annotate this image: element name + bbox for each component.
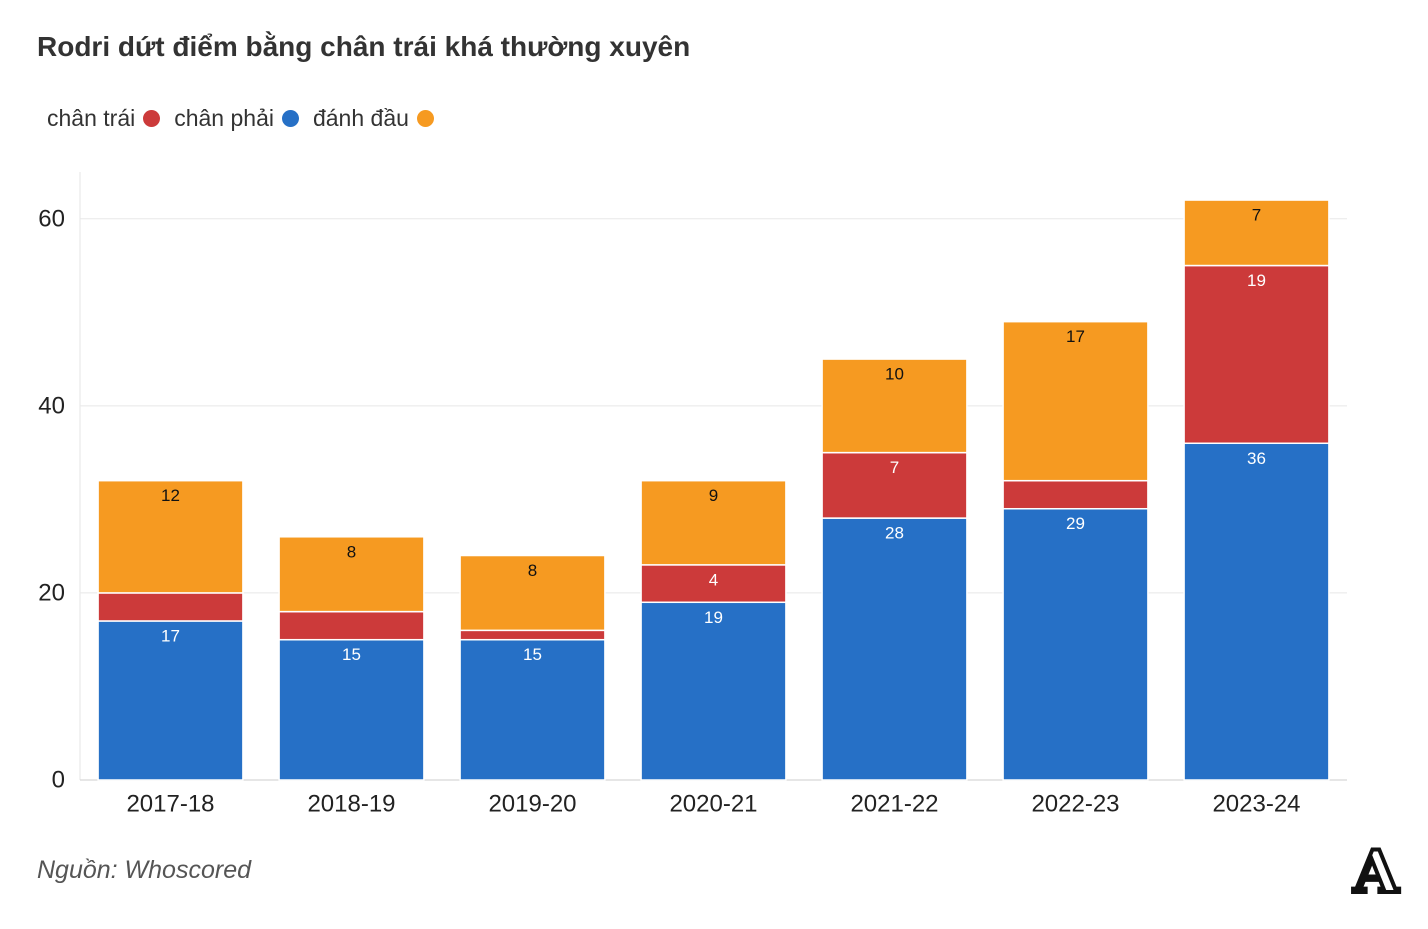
x-tick-label: 2021-22	[850, 791, 938, 818]
x-tick-label: 2017-18	[126, 791, 214, 818]
bar-segment	[1183, 199, 1330, 267]
y-tick-label: 40	[38, 392, 65, 419]
data-label: 10	[885, 365, 904, 384]
bar-segment	[97, 479, 244, 594]
data-label: 29	[1066, 514, 1085, 533]
bar-segment	[278, 536, 425, 613]
y-tick-label: 60	[38, 205, 65, 232]
chart-title: Rodri dứt điểm bằng chân trái khá thường…	[37, 31, 691, 62]
legend-label: chân trái	[47, 105, 136, 131]
bar-segment	[821, 517, 968, 781]
bar-segment	[459, 554, 606, 632]
data-label: 12	[161, 486, 180, 505]
bar-segment	[640, 601, 787, 781]
data-label: 4	[709, 570, 718, 589]
data-label: 19	[704, 608, 723, 627]
data-label: 36	[1247, 449, 1266, 468]
legend: chân trái chân phải đánh đầu	[47, 105, 448, 131]
y-tick-label: 0	[52, 767, 65, 794]
data-label: 7	[890, 458, 899, 477]
legend-dot-icon	[416, 109, 434, 127]
data-label: 17	[1066, 327, 1085, 346]
x-tick-label: 2019-20	[488, 791, 576, 818]
source-note: Nguồn: Whoscored	[37, 856, 252, 884]
legend-dot-icon	[143, 109, 161, 127]
legend-item-chan-phai: chân phải	[174, 105, 299, 131]
data-label: 15	[523, 645, 542, 664]
legend-label: đánh đầu	[312, 105, 409, 131]
data-label: 8	[347, 542, 356, 561]
data-label: 28	[885, 524, 904, 543]
data-label: 19	[1247, 271, 1266, 290]
athletic-logo-icon: A	[1350, 842, 1401, 898]
bar-segment	[821, 358, 968, 454]
x-tick-label: 2018-19	[307, 791, 395, 818]
data-label: 17	[161, 626, 180, 645]
x-tick-label: 2023-24	[1212, 791, 1300, 818]
bar-segment	[1002, 507, 1149, 781]
legend-dot-icon	[281, 109, 299, 127]
legend-label: chân phải	[174, 105, 274, 131]
data-label: 9	[709, 486, 718, 505]
bar-segment	[1002, 479, 1149, 510]
bar-segment	[1002, 320, 1149, 482]
stacked-bar-chart: 0 20 40 60 17 12 2017-18 15 8 2018-19 15 8 2019-20 19…	[38, 172, 1347, 818]
y-tick-label: 20	[38, 579, 65, 606]
x-tick-label: 2022-23	[1031, 791, 1119, 818]
bar-segment	[640, 479, 787, 566]
bar-segment	[1183, 442, 1330, 781]
data-label: 15	[342, 645, 361, 664]
bar-segment	[821, 451, 968, 519]
legend-item-danh-dau: đánh đầu	[313, 105, 434, 131]
bar-segment	[1183, 264, 1330, 445]
bar-segment	[97, 592, 244, 622]
x-tick-label: 2020-21	[669, 791, 757, 818]
data-label: 7	[1252, 206, 1261, 225]
legend-item-chan-trai: chân trái	[47, 105, 161, 131]
bar-segment	[459, 629, 606, 641]
bar-segment	[278, 610, 425, 641]
data-label: 8	[528, 561, 537, 580]
logo-letter: A	[1352, 842, 1399, 898]
bar-segment	[97, 620, 244, 781]
